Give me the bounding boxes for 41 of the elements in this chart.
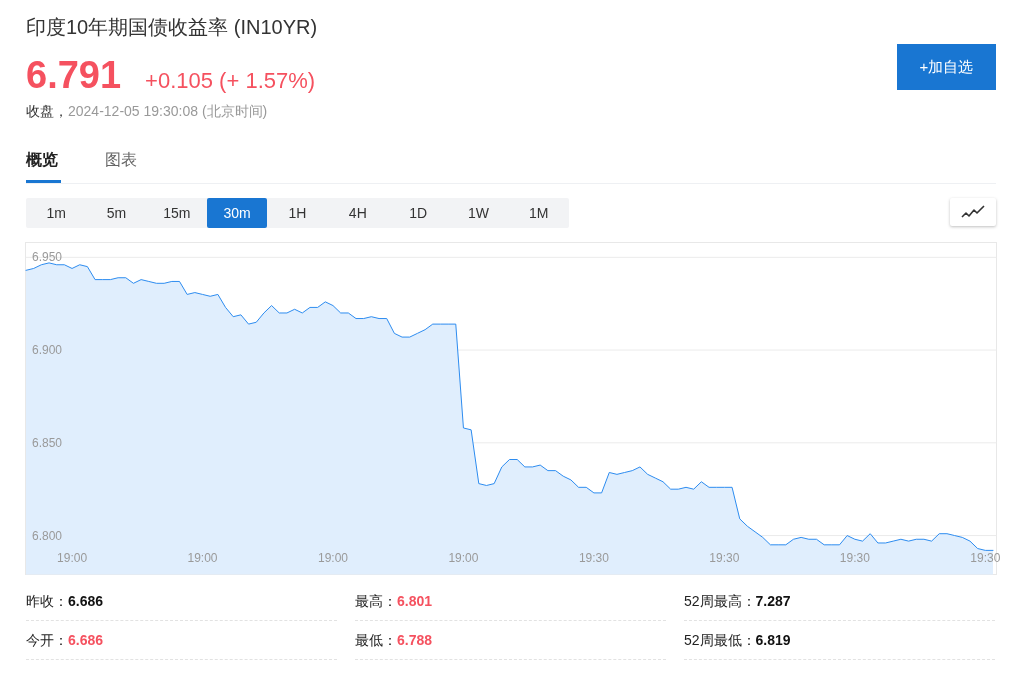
text: 6.686 bbox=[68, 632, 104, 648]
text: 2024-12-05 19:30:08 (北京时间) bbox=[68, 103, 268, 119]
x-tick-label: 19:30 bbox=[578, 551, 610, 565]
x-tick-label: 19:00 bbox=[187, 551, 218, 565]
text: 1m bbox=[46, 205, 66, 221]
y-tick-label: 6.850 bbox=[32, 435, 63, 450]
text: 52周最低： bbox=[684, 632, 756, 648]
text: 1D bbox=[409, 205, 428, 221]
text: 最低： bbox=[355, 632, 397, 648]
x-tick-label: 19:00 bbox=[448, 551, 479, 565]
text: 6.791 bbox=[26, 54, 122, 96]
text: 6.819 bbox=[755, 632, 791, 648]
y-tick-label: 6.950 bbox=[32, 250, 63, 265]
x-tick-label: 19:00 bbox=[57, 551, 88, 565]
y-tick-label: 6.900 bbox=[32, 343, 63, 358]
x-tick-label: 19:30 bbox=[970, 551, 1001, 565]
text: 收盘， bbox=[26, 103, 68, 119]
text: 30m bbox=[223, 205, 251, 221]
x-tick-label: 19:00 bbox=[317, 551, 349, 565]
text: 1H bbox=[288, 205, 307, 221]
text: 1W bbox=[467, 205, 489, 221]
text: +0.105 (+ 1.57%) bbox=[145, 68, 316, 93]
text: 52周最高： bbox=[684, 593, 756, 609]
text: 图表 bbox=[105, 151, 137, 168]
text: 最高： bbox=[355, 593, 397, 609]
text: 今开： bbox=[26, 632, 68, 648]
text: +加自选 bbox=[919, 57, 974, 77]
text: 7.287 bbox=[755, 593, 791, 609]
text: 1M bbox=[529, 205, 549, 221]
text: 6.788 bbox=[397, 632, 433, 648]
x-tick-label: 19:30 bbox=[709, 551, 740, 565]
y-tick-label: 6.800 bbox=[32, 528, 63, 543]
text: 昨收： bbox=[26, 593, 68, 609]
text: 15m bbox=[163, 205, 191, 221]
chart-title: 印度10年期国债收益率 (IN10YR) bbox=[26, 16, 318, 38]
text: 6.686 bbox=[68, 593, 104, 609]
x-tick-label: 19:30 bbox=[839, 551, 871, 565]
text: 5m bbox=[106, 205, 127, 221]
text: 4H bbox=[348, 205, 367, 221]
text: 概览 bbox=[26, 151, 58, 168]
text: 6.801 bbox=[397, 593, 433, 609]
